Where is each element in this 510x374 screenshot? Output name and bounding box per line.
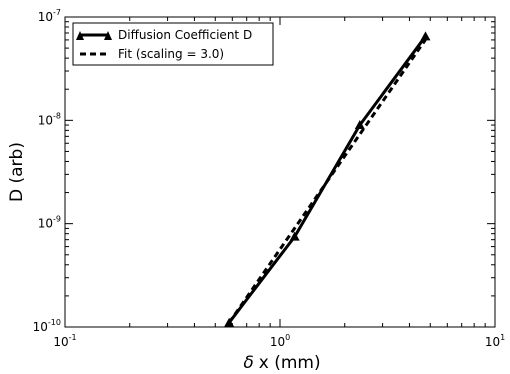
legend-label-fit: Fit (scaling = 3.0) <box>118 47 224 61</box>
data-point-marker <box>420 31 431 41</box>
legend-marker-right <box>104 31 112 40</box>
y-axis-label: D (arb) <box>7 142 27 202</box>
y-tick-label: 10-9 <box>38 215 61 231</box>
data-point-marker <box>354 120 365 130</box>
data-point-marker <box>289 231 300 241</box>
legend-marker-left <box>76 31 84 40</box>
x-tick-label: 101 <box>485 333 505 349</box>
y-tick-label: 10-10 <box>33 318 61 334</box>
y-tick-label: 10-7 <box>38 8 61 24</box>
legend: Diffusion Coefficient D Fit (scaling = 3… <box>72 22 274 66</box>
series-line-1 <box>227 38 427 324</box>
x-axis-label-text: x (mm) <box>259 353 321 373</box>
y-tick-label: 10-8 <box>38 111 61 127</box>
legend-label-diffusion: Diffusion Coefficient D <box>118 28 252 42</box>
x-tick-label: 10-1 <box>53 333 76 349</box>
x-axis-label: δ x (mm) <box>243 353 320 373</box>
legend-box <box>72 22 274 66</box>
x-tick-label: 100 <box>270 333 290 349</box>
x-axis-symbol: δ <box>243 353 253 373</box>
